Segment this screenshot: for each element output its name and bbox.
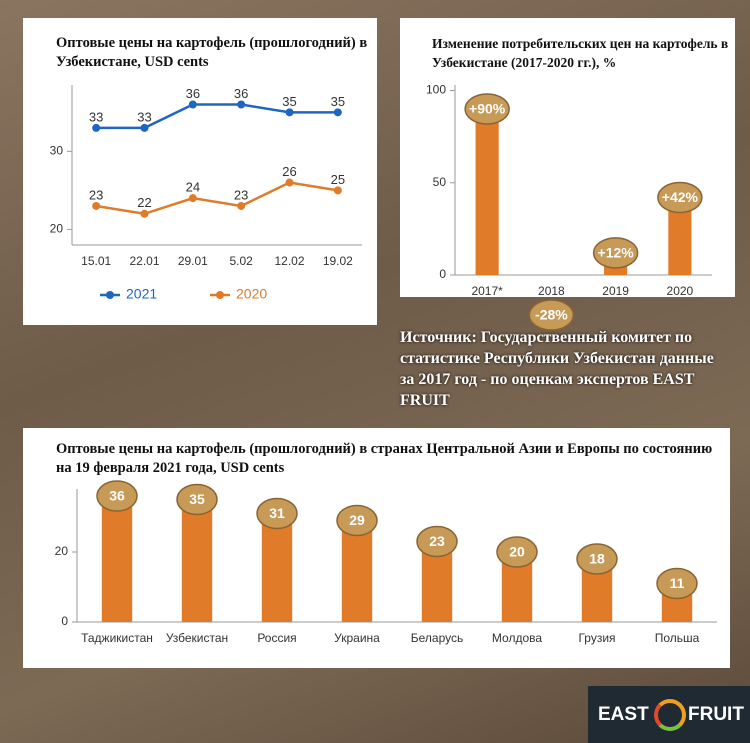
point	[188, 100, 197, 109]
value-label: 35	[282, 94, 296, 109]
legend-dot	[216, 291, 224, 299]
panel	[23, 428, 730, 668]
point	[92, 123, 101, 132]
value-badge	[416, 525, 458, 558]
x-tick-label: 2017*	[471, 284, 503, 298]
value-badge	[256, 497, 298, 530]
value-badge	[496, 536, 538, 568]
value-badge	[657, 181, 703, 214]
logo-text: FRUIT	[688, 704, 744, 725]
logo: EAST FRUIT	[588, 686, 750, 743]
chart-title: Изменение потребительских цен на картофе…	[432, 36, 729, 70]
point	[285, 108, 294, 117]
legend-label: 2021	[126, 286, 157, 302]
x-tick-label: 12.02	[274, 254, 304, 268]
x-tick-label: 2020	[667, 284, 694, 298]
line	[96, 103, 338, 130]
x-tick-label: 29.01	[178, 254, 208, 268]
value-label: 33	[137, 109, 151, 124]
value-label: +12%	[598, 245, 635, 261]
y-tick-label: 30	[50, 144, 64, 158]
x-tick-label: 22.01	[129, 254, 159, 268]
line	[95, 181, 339, 216]
point	[333, 108, 342, 117]
value-label: +42%	[662, 189, 699, 205]
value-label: 24	[186, 180, 200, 195]
point	[237, 100, 246, 109]
value-label: 36	[234, 86, 248, 101]
y-tick-label: 0	[61, 614, 68, 628]
bar	[341, 520, 373, 622]
x-tick-label: Польша	[655, 631, 700, 645]
bar	[475, 108, 499, 275]
value-label: 29	[349, 512, 365, 528]
value-label: 36	[186, 86, 200, 101]
x-tick-label: 2018	[538, 284, 565, 298]
x-tick-label: Беларусь	[411, 631, 463, 645]
value-badge	[464, 93, 510, 125]
x-tick-label: Таджикистан	[81, 631, 153, 645]
x-tick-label: Россия	[257, 631, 296, 645]
x-tick-label: Молдова	[492, 631, 542, 645]
point	[333, 186, 342, 195]
x-tick-label: 15.01	[81, 254, 111, 268]
source: Источник: Государственный комитет по ста…	[400, 329, 714, 409]
value-label: -28%	[535, 307, 568, 323]
x-tick-label: Украина	[334, 631, 380, 645]
value-label: 18	[589, 551, 605, 567]
value-label: 20	[509, 544, 525, 560]
y-tick-label: 20	[50, 222, 64, 236]
value-badge	[528, 299, 575, 331]
x-tick-label: Грузия	[578, 631, 615, 645]
point	[140, 123, 149, 132]
y-tick-label: 100	[426, 83, 446, 97]
bar	[181, 499, 213, 622]
value-label: +90%	[469, 101, 506, 117]
logo-text: EAST	[598, 704, 649, 725]
point	[188, 194, 197, 203]
bar	[261, 513, 293, 622]
point	[285, 178, 294, 187]
y-tick-label: 50	[433, 175, 447, 189]
value-badge	[576, 543, 618, 575]
y-tick-label: 20	[55, 544, 69, 558]
point	[237, 201, 246, 210]
value-badge	[592, 237, 639, 269]
chart-title: Оптовые цены на картофель (прошлогодний)…	[56, 35, 368, 70]
legend-label: 2020	[236, 286, 267, 302]
value-label: 36	[109, 488, 125, 504]
x-tick-label: 19.02	[323, 254, 353, 268]
value-label: 35	[189, 491, 205, 507]
bar	[668, 197, 692, 275]
logo-icon	[654, 699, 686, 731]
panel	[23, 18, 377, 325]
x-tick-label: 5.02	[229, 254, 253, 268]
value-label: 23	[429, 533, 445, 549]
legend-dot	[106, 291, 114, 299]
value-badge	[336, 504, 378, 537]
chart-title: Оптовые цены на картофель (прошлогодний)…	[56, 441, 713, 476]
value-label: 33	[89, 109, 103, 124]
value-badge	[656, 567, 698, 600]
value-label: 35	[331, 94, 345, 109]
x-tick-label: Узбекистан	[166, 631, 228, 645]
value-badge	[176, 483, 218, 516]
value-label: 31	[269, 505, 285, 521]
y-tick-label: 0	[439, 267, 446, 281]
point	[140, 209, 149, 218]
value-label: 23	[234, 187, 248, 202]
value-label: 26	[282, 164, 296, 179]
value-label: 11	[670, 575, 685, 591]
bar	[101, 496, 133, 622]
x-tick-label: 2019	[602, 284, 629, 298]
value-label: 22	[137, 195, 151, 210]
point	[92, 201, 101, 210]
value-label: 25	[331, 172, 345, 187]
value-badge	[96, 480, 138, 512]
value-label: 23	[89, 187, 103, 202]
